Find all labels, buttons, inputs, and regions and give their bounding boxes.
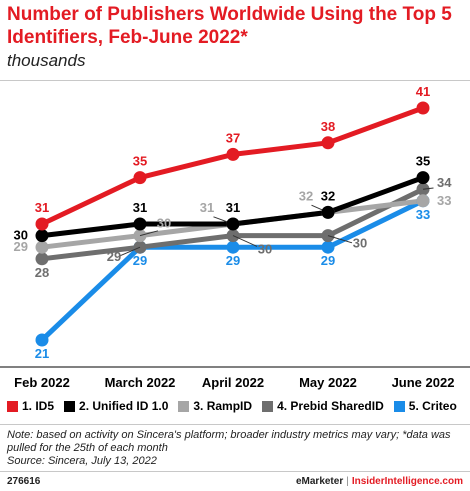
data-label: 29	[107, 249, 121, 264]
data-point	[133, 171, 147, 185]
x-tick-label: May 2022	[299, 375, 357, 390]
data-label: 31	[133, 200, 147, 215]
data-label: 33	[437, 193, 451, 208]
data-point	[321, 240, 335, 254]
data-point	[321, 205, 335, 219]
bottom-divider	[0, 471, 470, 472]
legend-item: 4. Prebid SharedID	[262, 399, 384, 413]
legend-label: 5. Criteo	[408, 399, 457, 413]
legend-item: 2. Unified ID 1.0	[64, 399, 168, 413]
footer-brand: eMarketer | InsiderIntelligence.com	[296, 476, 463, 487]
legend-label: 3. RampID	[193, 399, 253, 413]
chart-subtitle: thousands	[7, 51, 86, 70]
x-tick-label: April 2022	[202, 375, 264, 390]
legend-swatch	[7, 400, 18, 412]
label-leader-line	[422, 187, 434, 190]
data-label: 32	[299, 188, 313, 203]
data-label: 30	[258, 242, 272, 257]
data-point	[226, 147, 240, 161]
x-tick-label: June 2022	[392, 375, 455, 390]
data-label: 38	[321, 119, 335, 134]
data-label: 29	[321, 253, 335, 268]
data-point	[35, 333, 49, 347]
middle-divider	[0, 424, 470, 425]
line-chart: Feb 2022 March 2022 April 2022 May 2022 June…	[0, 84, 470, 390]
brand-separator: |	[346, 476, 349, 487]
data-label: 29	[226, 253, 240, 268]
chart-id: 276616	[7, 476, 41, 487]
data-label: 31	[226, 200, 240, 215]
legend-item: 5. Criteo	[393, 399, 457, 413]
legend-label: 1. ID5	[22, 399, 55, 413]
data-label: 28	[35, 265, 49, 280]
data-label: 35	[133, 154, 147, 169]
data-label: 29	[133, 253, 147, 268]
data-point	[226, 240, 240, 254]
data-label: 30	[353, 236, 367, 251]
label-leader-line	[232, 235, 258, 247]
label-leader-line	[327, 235, 353, 244]
chart-title: Number of Publishers Worldwide Using the…	[7, 4, 452, 48]
data-point	[133, 217, 147, 231]
data-label: 41	[416, 84, 430, 99]
data-label: 34	[437, 175, 452, 190]
brand-emarketer: eMarketer	[295, 476, 344, 487]
x-tick-label: March 2022	[105, 375, 176, 390]
data-point	[321, 136, 335, 150]
data-point	[35, 229, 49, 243]
data-point	[35, 252, 49, 266]
data-label: 31	[200, 200, 214, 215]
chart-note: Note: based on activity on Sincera's pla…	[7, 429, 451, 454]
label-leader-line	[139, 230, 159, 237]
data-point	[416, 171, 430, 185]
legend-swatch	[262, 400, 274, 412]
legend-item: 1. ID5	[7, 399, 54, 413]
data-point	[35, 240, 49, 254]
legend-swatch	[64, 400, 76, 412]
chart-source: Source: Sincera, July 13, 2022	[7, 455, 157, 467]
legend-item: 3. RampID	[178, 399, 252, 413]
label-leader-line	[120, 246, 141, 257]
data-point	[226, 217, 240, 231]
data-label: 32	[321, 188, 335, 203]
data-label: 21	[35, 346, 49, 361]
data-label: 33	[416, 207, 430, 222]
legend-swatch	[178, 400, 190, 412]
legend-swatch	[393, 400, 405, 412]
data-label: 30	[157, 216, 171, 231]
top-divider	[0, 80, 470, 81]
data-point	[416, 194, 430, 208]
legend-label: 4. Prebid SharedID	[277, 399, 384, 413]
chart-legend: 1. ID5 2. Unified ID 1.0 3. RampID 4. Prebi…	[7, 399, 467, 413]
brand-insider-intelligence: InsiderIntelligence.com	[351, 476, 463, 487]
data-point	[416, 101, 430, 115]
data-label: 35	[416, 154, 430, 169]
data-label: 31	[35, 200, 49, 215]
x-tick-label: Feb 2022	[14, 375, 70, 390]
data-label: 30	[14, 228, 28, 243]
legend-label: 2. Unified ID 1.0	[79, 399, 169, 413]
data-label: 37	[226, 130, 240, 145]
data-point	[35, 217, 49, 231]
data-label: 29	[14, 239, 28, 254]
